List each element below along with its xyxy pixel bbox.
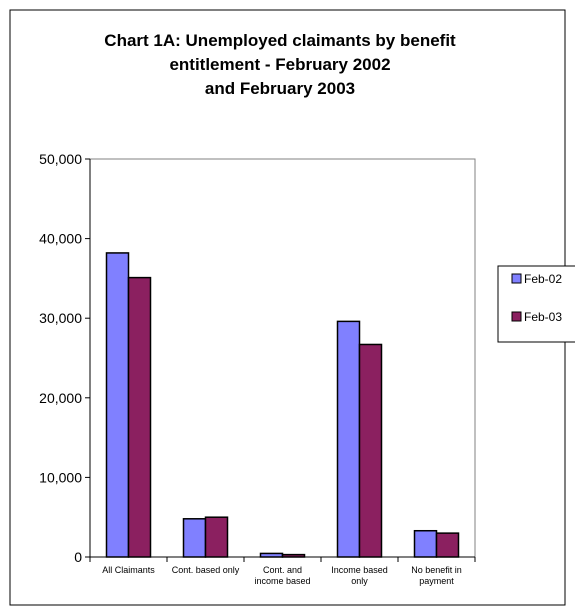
legend: Feb-02 Feb-03 [497,265,575,343]
y-tick-label: 20,000 [39,390,82,406]
bar-feb-03-0 [127,276,152,558]
chart-title-line-2: entitlement - February 2002 [169,55,390,74]
legend-label: Feb-02 [524,272,562,286]
x-axis-ticks: All Claimants Cont. based only Cont. andin… [89,557,476,586]
legend-swatch [511,273,522,284]
x-tick-label: Cont. and [263,565,302,575]
x-tick-label: only [351,576,368,586]
bar-feb-02-2 [259,552,284,558]
y-tick-label: 0 [74,549,82,565]
bar-feb-02-1 [182,518,207,558]
bar-feb-03-1 [204,516,229,558]
legend-swatch [511,311,522,322]
bar-feb-02-0 [105,252,130,558]
x-tick-label: Cont. based only [172,565,240,575]
y-tick-label: 10,000 [39,469,82,485]
bars-group [105,252,460,558]
chart-title-line-3: and February 2003 [205,79,355,98]
legend-box [497,265,575,343]
bar-feb-02-4 [413,529,438,558]
bar-feb-03-4 [435,532,460,558]
bar-feb-02-3 [336,320,361,558]
chart-title-line-1: Chart 1A: Unemployed claimants by benefi… [104,31,456,50]
x-tick-label: payment [419,576,454,586]
x-tick-label: All Claimants [102,565,155,575]
bar-feb-03-3 [358,343,383,558]
y-tick-label: 30,000 [39,310,82,326]
x-tick-label: Income based [331,565,388,575]
legend-label: Feb-03 [524,310,562,324]
y-tick-label: 40,000 [39,231,82,247]
x-tick-label: income based [254,576,310,586]
y-axis-ticks: 0 10,000 20,000 30,000 40,000 50,000 [39,151,90,565]
chart-title: Chart 1A: Unemployed claimants by benefi… [104,31,456,98]
y-tick-label: 50,000 [39,151,82,167]
x-tick-label: No benefit in [411,565,462,575]
